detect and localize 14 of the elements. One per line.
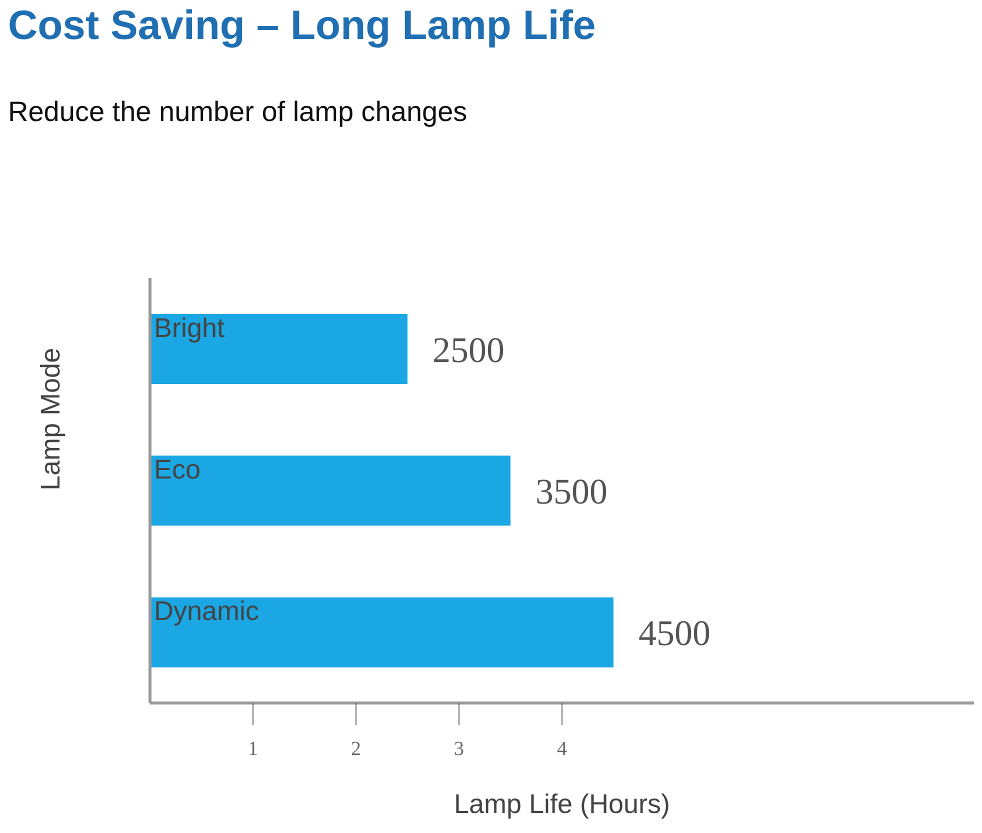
- y-axis-title: Lamp Mode: [36, 348, 66, 490]
- y-tick-label: Eco: [154, 454, 201, 484]
- data-label: 4500: [638, 613, 710, 654]
- x-axis-title: Lamp Life (Hours): [454, 789, 670, 819]
- data-label: 2500: [432, 330, 504, 370]
- text: 2: [351, 738, 361, 760]
- text: 1: [248, 738, 258, 760]
- y-tick-label: Dynamic: [154, 596, 260, 626]
- text: 4: [557, 738, 567, 760]
- y-tick-label: Bright: [154, 312, 226, 343]
- text: 3: [454, 738, 464, 760]
- chart-subtitle: Reduce the number of lamp changes: [8, 96, 468, 128]
- chart-title: Cost Saving – Long Lamp Life: [8, 2, 596, 49]
- data-label: 3500: [536, 471, 608, 512]
